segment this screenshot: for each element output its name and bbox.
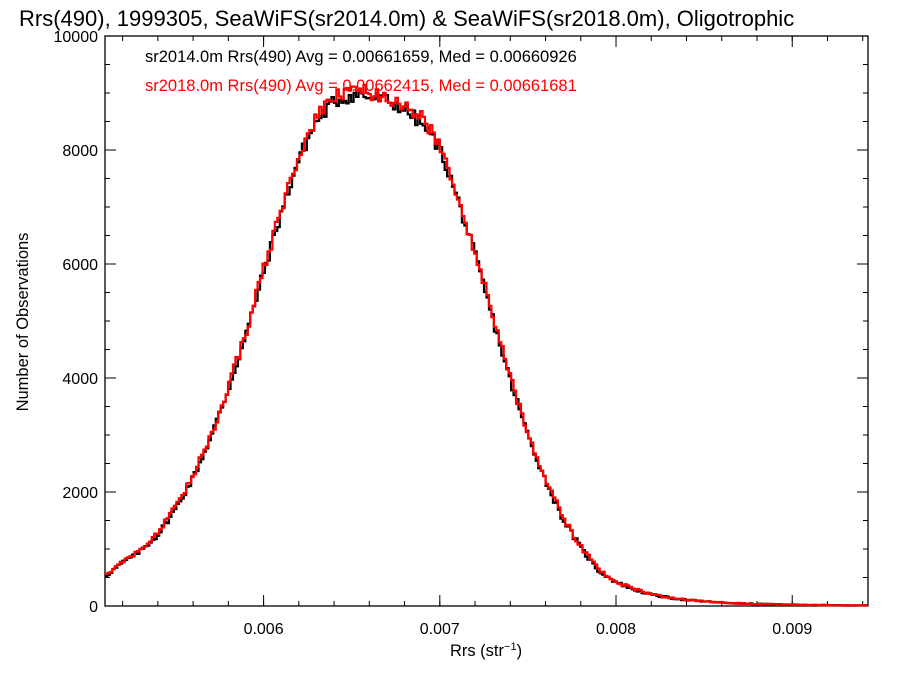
y-tick-label: 10000 [54, 29, 99, 46]
x-axis-label-base: Rrs (str [450, 642, 505, 660]
x-tick-label: 0.007 [420, 621, 460, 638]
y-tick-label: 0 [89, 599, 98, 616]
y-tick-label: 8000 [62, 143, 98, 160]
x-axis: 0.006 0.007 0.008 0.009 [122, 36, 864, 638]
y-axis: 0 2000 4000 6000 8000 10000 [54, 29, 868, 616]
x-tick-label: 0.006 [244, 621, 284, 638]
y-tick-label: 2000 [62, 485, 98, 502]
chart-title: Rrs(490), 1999305, SeaWiFS(sr2014.0m) & … [19, 6, 794, 31]
series-sr2018-0m [105, 83, 868, 607]
x-tick-label: 0.009 [772, 621, 812, 638]
y-axis-label: Number of Observations [14, 233, 32, 412]
annotation-sr2018: sr2018.0m Rrs(490) Avg = 0.00662415, Med… [145, 77, 577, 95]
y-tick-label: 4000 [62, 371, 98, 388]
series-sr2014-0m [105, 91, 868, 607]
x-tick-label: 0.008 [596, 621, 636, 638]
x-axis-label-end: ) [517, 642, 523, 660]
x-axis-label-sup: −1 [504, 641, 517, 653]
x-axis-label: Rrs (str−1) [450, 641, 522, 660]
plot-border [104, 35, 869, 607]
series-layer [105, 83, 868, 607]
plot-frame [104, 35, 869, 607]
annotation-sr2014: sr2014.0m Rrs(490) Avg = 0.00661659, Med… [145, 48, 577, 66]
y-tick-label: 6000 [62, 257, 98, 274]
